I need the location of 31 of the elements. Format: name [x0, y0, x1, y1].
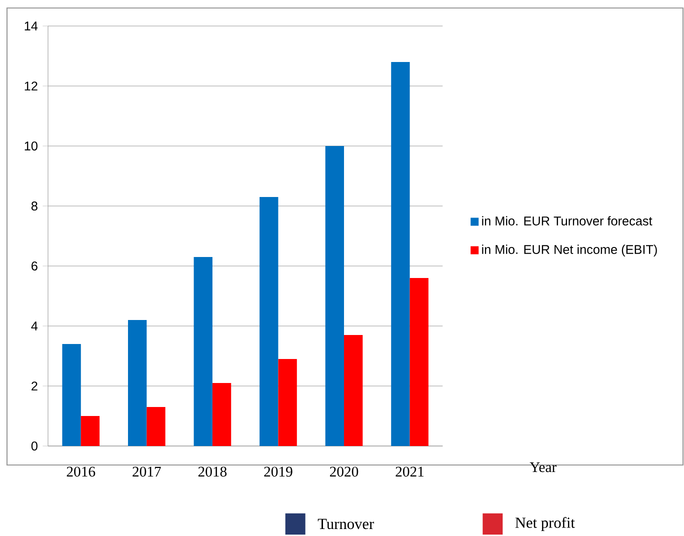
bar: [278, 359, 297, 446]
bar: [344, 335, 363, 446]
x-tick-label: 2017: [132, 466, 161, 477]
y-tick-label: 14: [24, 22, 38, 30]
y-tick-label: 0: [31, 442, 38, 450]
bar: [212, 383, 232, 446]
bar: [325, 146, 344, 446]
y-tick-label: 10: [24, 142, 38, 150]
x-tick-label: 2018: [198, 466, 227, 477]
text: Net profit: [515, 516, 575, 532]
y-tick-label: 8: [31, 202, 38, 210]
legend-label: in Mio. EUR Net income (EBIT): [482, 244, 657, 256]
text: Year: [530, 462, 556, 472]
x-tick-label: 2016: [66, 466, 96, 477]
y-tick-label: 12: [24, 82, 38, 90]
bar: [146, 407, 166, 446]
text: Turnover: [318, 518, 374, 530]
y-tick-label: 6: [32, 262, 38, 270]
y-tick-label: 4: [31, 322, 38, 330]
bar: [62, 344, 81, 446]
x-tick-label: 2021: [396, 466, 424, 477]
x-tick-label: 2019: [264, 466, 292, 477]
bar: [391, 62, 410, 446]
bar: [410, 278, 428, 446]
legend-label: in Mio. EUR Turnover forecast: [482, 216, 652, 226]
bar: [260, 197, 278, 446]
y-tick-label: 2: [32, 382, 38, 390]
bar: [128, 320, 147, 446]
bar: [194, 257, 212, 446]
x-tick-label: 2020: [330, 466, 358, 477]
bar: [80, 416, 100, 446]
